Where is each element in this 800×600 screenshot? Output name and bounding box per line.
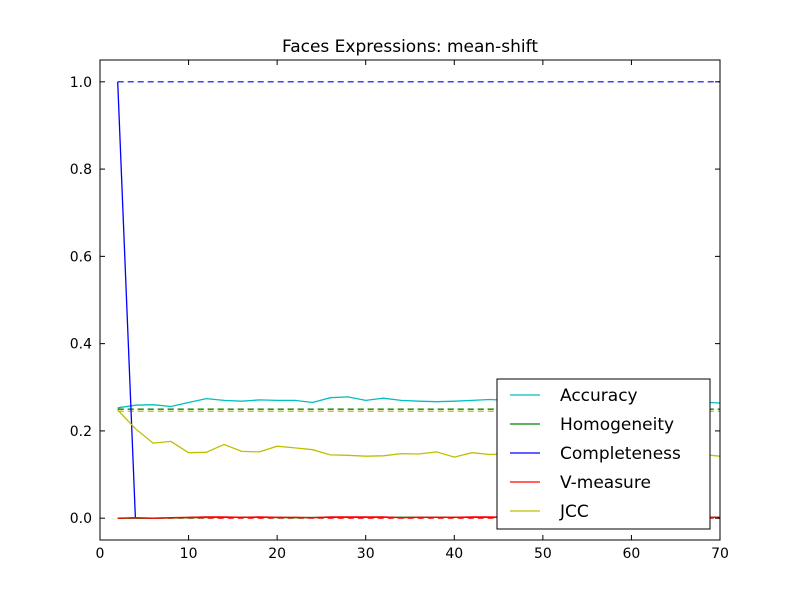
legend-label-accuracy: Accuracy [560,386,638,406]
x-tick-label: 10 [180,546,198,562]
y-tick-label: 0.6 [70,249,92,265]
legend-label-completeness: Completeness [560,444,681,464]
x-tick-label: 70 [711,546,729,562]
y-tick-label: 1.0 [70,75,92,91]
y-tick-label: 0.4 [70,337,92,353]
x-tick-label: 30 [357,546,375,562]
legend-label-homogeneity: Homogeneity [560,415,674,435]
legend-label-v-measure: V-measure [560,473,651,493]
y-tick-label: 0.2 [70,424,92,440]
y-tick-label: 0.0 [70,511,92,527]
x-tick-labels: 0 10 20 30 40 50 60 70 [96,546,729,562]
plot-area [99,59,721,541]
x-tick-label: 20 [268,546,286,562]
legend-label-jcc: JCC [559,502,589,522]
y-tick-labels: 0.0 0.2 0.4 0.6 0.8 1.0 [70,75,92,527]
legend: Accuracy Homogeneity Completeness V-measure… [496,378,711,530]
chart-title: Faces Expressions: mean-shift [282,37,538,57]
y-tick-label: 0.8 [70,162,92,178]
axis-ticks [99,60,721,540]
x-tick-label: 40 [445,546,463,562]
series-line-completeness [117,81,137,519]
x-tick-label: 0 [96,546,105,562]
x-tick-label: 50 [534,546,552,562]
legend-box [496,378,711,530]
x-tick-label: 60 [623,546,641,562]
